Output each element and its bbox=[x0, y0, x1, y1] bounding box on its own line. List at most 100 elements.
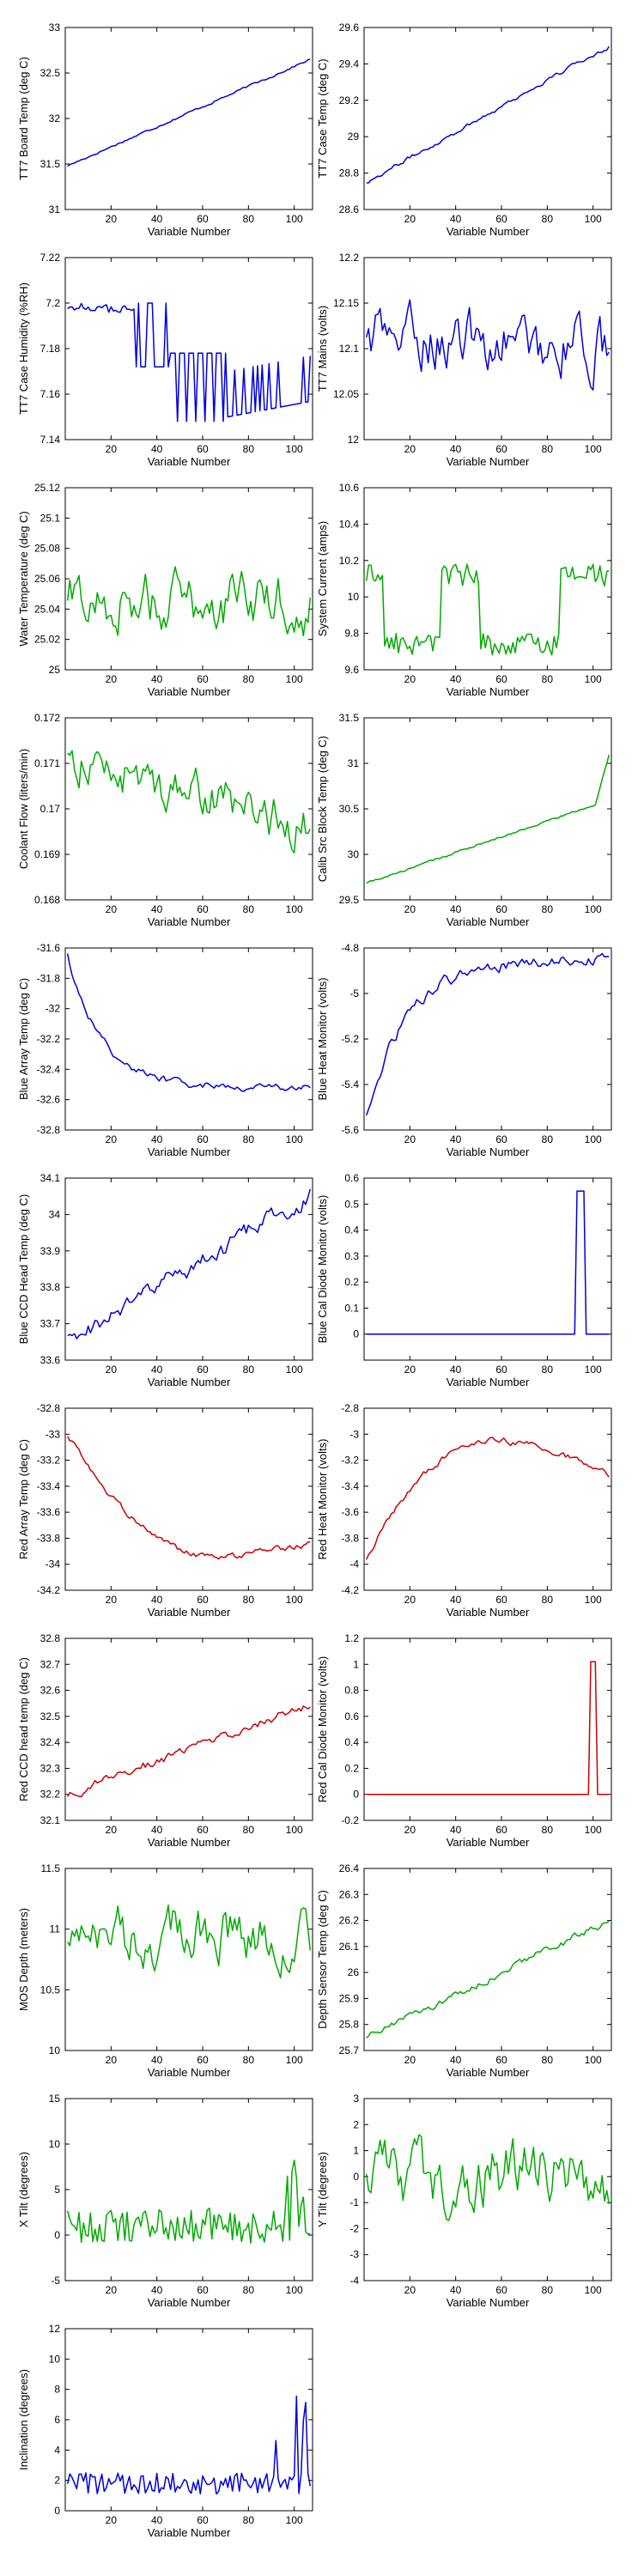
y-tick-label: 32.5 bbox=[40, 1710, 61, 1722]
x-axis-label: Variable Number bbox=[148, 915, 231, 928]
x-tick-label: 80 bbox=[243, 1133, 255, 1145]
x-tick-label: 80 bbox=[542, 1824, 554, 1836]
y-tick-label: -4.2 bbox=[341, 1584, 359, 1596]
y-tick-label: -5 bbox=[51, 2275, 60, 2287]
y-tick-label: 0.171 bbox=[34, 757, 60, 769]
x-tick-label: 60 bbox=[197, 213, 209, 225]
x-tick-label: 80 bbox=[542, 1594, 554, 1606]
y-tick-label: 9.8 bbox=[344, 628, 359, 640]
subplot: -4.2 -4 -3.8 -3.6 -3.4 -3.2 -3 -2.8 20 40 60 80 100 V… bbox=[316, 1402, 612, 1619]
y-tick-label: 26.3 bbox=[339, 1888, 360, 1900]
y-tick-label: 25.12 bbox=[34, 482, 60, 494]
y-tick-label: 0.4 bbox=[344, 1736, 359, 1748]
y-tick-label: -33.2 bbox=[37, 1455, 61, 1467]
y-tick-label: 32.6 bbox=[40, 1685, 61, 1697]
y-tick-label: 32.2 bbox=[40, 1789, 61, 1801]
x-tick-label: 100 bbox=[585, 213, 602, 225]
x-tick-label: 20 bbox=[404, 1824, 416, 1836]
y-tick-label: 34 bbox=[49, 1208, 61, 1220]
y-tick-label: -32.2 bbox=[37, 1033, 61, 1045]
y-tick-label: 7.16 bbox=[40, 388, 61, 400]
x-tick-label: 40 bbox=[450, 673, 462, 685]
subplot: 32.1 32.2 32.3 32.4 32.5 32.6 32.7 32.8 20 40 60 80… bbox=[17, 1632, 313, 1849]
y-tick-label: 10 bbox=[49, 2044, 61, 2057]
y-tick-label: 7.14 bbox=[40, 434, 61, 446]
x-tick-label: 100 bbox=[585, 673, 602, 685]
x-tick-label: 20 bbox=[404, 1133, 416, 1145]
plot-frame bbox=[64, 1637, 313, 1821]
subplot: 0 2 4 6 8 10 12 20 40 60 80 100 Variable Number Incli… bbox=[17, 2323, 313, 2539]
subplot: 28.6 28.8 29 29.2 29.4 29.6 20 40 60 80 100 Variabl… bbox=[316, 21, 612, 238]
x-axis-label: Variable Number bbox=[148, 1836, 231, 1849]
x-axis-label: Variable Number bbox=[447, 1836, 530, 1849]
y-axis-label: Depth Sensor Temp (deg C) bbox=[316, 1890, 329, 2029]
y-tick-label: 31.5 bbox=[339, 712, 360, 724]
x-tick-label: 80 bbox=[243, 1824, 255, 1836]
x-tick-label: 100 bbox=[585, 2054, 602, 2066]
y-tick-label: 10 bbox=[49, 2353, 61, 2365]
x-tick-label: 80 bbox=[243, 2514, 255, 2526]
plot-frame bbox=[64, 947, 313, 1131]
y-tick-label: 0.5 bbox=[344, 1198, 359, 1210]
x-tick-label: 20 bbox=[404, 2054, 416, 2066]
x-tick-label: 100 bbox=[585, 1594, 602, 1606]
x-tick-label: 100 bbox=[286, 1364, 303, 1376]
y-tick-label: 29.4 bbox=[339, 58, 360, 70]
y-axis-label: TT7 Case Humidity (%RH) bbox=[17, 283, 30, 415]
y-tick-label: 33.8 bbox=[40, 1281, 61, 1293]
x-tick-label: 100 bbox=[585, 443, 602, 455]
y-axis-label: MOS Depth (meters) bbox=[17, 1908, 30, 2011]
y-tick-label: -4.8 bbox=[341, 942, 359, 954]
x-tick-label: 40 bbox=[450, 1824, 462, 1836]
y-tick-label: -31.8 bbox=[37, 972, 61, 984]
y-tick-label: 32.1 bbox=[40, 1814, 61, 1826]
x-tick-label: 80 bbox=[243, 1364, 255, 1376]
x-tick-label: 100 bbox=[286, 1824, 303, 1836]
y-tick-label: 10.5 bbox=[40, 1984, 61, 1996]
x-tick-label: 60 bbox=[197, 673, 209, 685]
plot-frame bbox=[363, 1868, 612, 2051]
y-tick-label: 28.8 bbox=[339, 167, 360, 179]
x-axis-label: Variable Number bbox=[148, 2526, 231, 2539]
plot-frame bbox=[363, 2098, 612, 2281]
y-tick-label: 0.172 bbox=[34, 712, 60, 724]
y-tick-label: 12.1 bbox=[339, 343, 360, 355]
y-tick-label: 29 bbox=[348, 131, 360, 143]
x-tick-label: 100 bbox=[286, 2054, 303, 2066]
y-tick-label: -3.4 bbox=[341, 1480, 359, 1492]
x-tick-label: 20 bbox=[404, 213, 416, 225]
x-tick-label: 80 bbox=[243, 443, 255, 455]
y-tick-label: 7.2 bbox=[46, 297, 60, 309]
x-tick-label: 60 bbox=[197, 2514, 209, 2526]
subplot: -4 -3 -2 -1 0 1 2 3 20 40 60 80 100 Variable Number Y … bbox=[316, 2093, 612, 2309]
y-tick-label: 34.1 bbox=[40, 1172, 61, 1184]
series-line bbox=[67, 1705, 311, 1798]
subplot: 12 12.05 12.1 12.15 12.2 20 40 60 80 100 Variable … bbox=[316, 252, 612, 468]
y-axis-label: Coolant Flow (liters/min) bbox=[17, 749, 30, 869]
y-tick-label: 2 bbox=[54, 2475, 60, 2487]
x-tick-label: 100 bbox=[286, 2514, 303, 2526]
x-axis-label: Variable Number bbox=[148, 1376, 231, 1388]
y-tick-label: 0.8 bbox=[344, 1685, 359, 1697]
y-tick-label: 29.5 bbox=[339, 894, 360, 906]
series-line bbox=[67, 1905, 312, 1979]
y-tick-label: -5.4 bbox=[341, 1078, 359, 1091]
x-tick-label: 100 bbox=[585, 1824, 602, 1836]
x-tick-label: 80 bbox=[542, 673, 554, 685]
x-tick-label: 100 bbox=[585, 1133, 602, 1145]
plot-frame bbox=[64, 2328, 313, 2512]
y-tick-label: 28.6 bbox=[339, 204, 360, 216]
y-tick-label: 1 bbox=[353, 2145, 359, 2157]
series-line bbox=[366, 46, 610, 184]
y-tick-label: -2.8 bbox=[341, 1402, 359, 1414]
x-tick-label: 60 bbox=[495, 213, 507, 225]
subplot: 25 25.02 25.04 25.06 25.08 25.1 25.12 20 40 60 80 1… bbox=[17, 482, 313, 698]
y-tick-label: -1 bbox=[349, 2196, 359, 2208]
x-tick-label: 20 bbox=[106, 2514, 118, 2526]
x-tick-label: 80 bbox=[542, 213, 554, 225]
y-tick-label: 33.9 bbox=[40, 1245, 61, 1257]
series-line bbox=[67, 58, 311, 167]
subplot: -5 0 5 10 15 20 40 60 80 100 Variable Number X Tilt… bbox=[17, 2093, 313, 2309]
plot-frame bbox=[363, 27, 612, 210]
x-axis-label: Variable Number bbox=[447, 915, 530, 928]
